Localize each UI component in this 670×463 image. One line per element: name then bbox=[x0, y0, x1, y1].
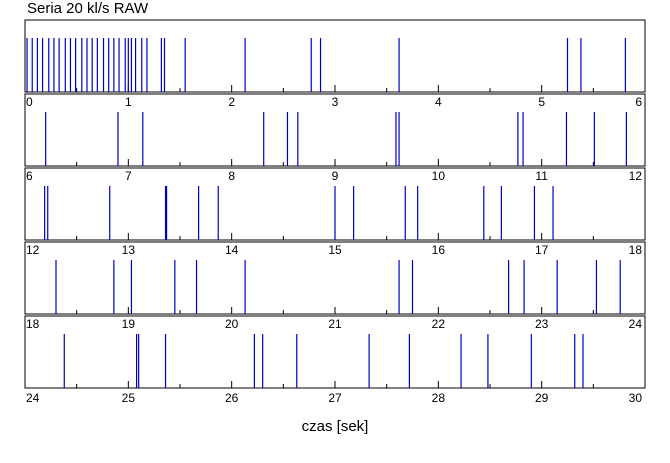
tick-label: 21 bbox=[328, 317, 342, 331]
tick-label: 29 bbox=[535, 391, 549, 405]
tick-label: 22 bbox=[432, 317, 446, 331]
tick-label: 18 bbox=[26, 317, 40, 331]
tick-label: 13 bbox=[122, 243, 136, 257]
tick-label: 27 bbox=[328, 391, 342, 405]
tick-label: 5 bbox=[538, 95, 545, 109]
tick-label: 12 bbox=[629, 169, 643, 183]
x-axis-label: czas [sek] bbox=[301, 418, 369, 435]
chart-title: Seria 20 kl/s RAW bbox=[27, 0, 149, 17]
tick-label: 16 bbox=[432, 243, 446, 257]
tick-label: 9 bbox=[332, 169, 339, 183]
tick-label: 6 bbox=[635, 95, 642, 109]
tick-label: 28 bbox=[432, 391, 446, 405]
tick-label: 1 bbox=[125, 95, 132, 109]
tick-label: 19 bbox=[122, 317, 136, 331]
tick-label: 24 bbox=[26, 391, 40, 405]
tick-label: 8 bbox=[228, 169, 235, 183]
tick-label: 0 bbox=[26, 95, 33, 109]
tick-label: 30 bbox=[629, 391, 643, 405]
tick-label: 26 bbox=[225, 391, 239, 405]
tick-label: 11 bbox=[535, 169, 548, 183]
tick-label: 6 bbox=[26, 169, 33, 183]
tick-label: 23 bbox=[535, 317, 549, 331]
tick-label: 2 bbox=[228, 95, 235, 109]
tick-label: 15 bbox=[328, 243, 342, 257]
tick-label: 17 bbox=[535, 243, 549, 257]
tick-label: 14 bbox=[225, 243, 239, 257]
tick-label: 10 bbox=[432, 169, 446, 183]
tick-label: 25 bbox=[122, 391, 136, 405]
tick-label: 18 bbox=[629, 243, 643, 257]
tick-label: 3 bbox=[332, 95, 339, 109]
panel-frame bbox=[24, 19, 646, 93]
tick-label: 20 bbox=[225, 317, 239, 331]
tick-label: 4 bbox=[435, 95, 442, 109]
tick-label: 24 bbox=[629, 317, 643, 331]
tick-label: 12 bbox=[26, 243, 40, 257]
tick-label: 7 bbox=[125, 169, 132, 183]
